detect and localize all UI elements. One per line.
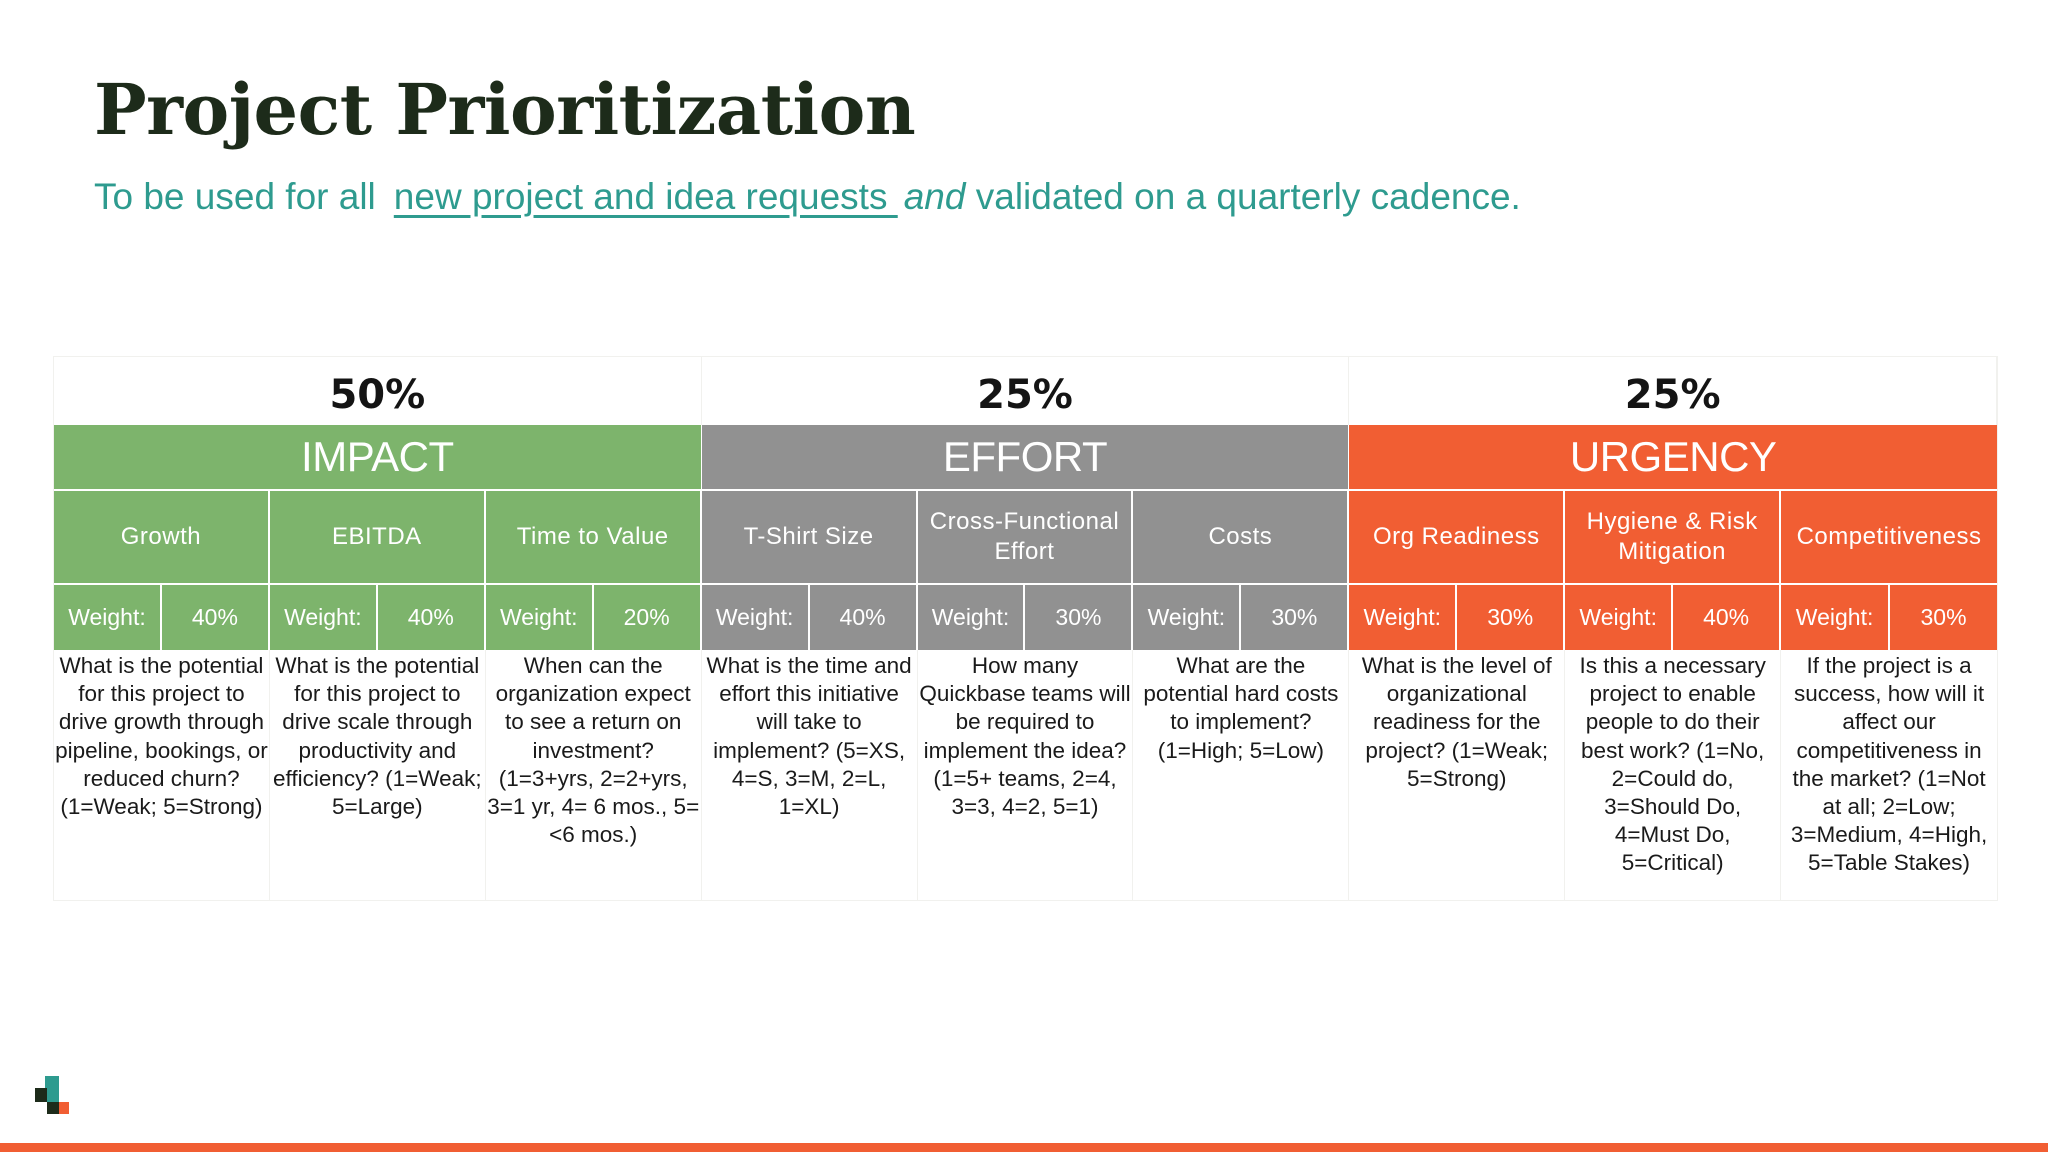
urgency-percent: 25% [1349,357,1997,425]
subtitle-prefix: To be used for all [94,176,376,217]
weight-value: 40% [407,604,454,630]
subtitle: To be used for all new project and idea r… [94,176,1521,218]
weight-value: 40% [191,604,238,630]
criterion-ebitda: EBITDA [269,489,486,583]
weight-label: Weight: [1133,585,1242,650]
weight-value: 30% [1271,604,1318,630]
effort-percent: 25% [702,357,1350,425]
weight-costs: Weight: 30% [1133,583,1350,650]
weight-ebitda: Weight: 40% [269,583,486,650]
weight-label: Weight: [486,585,594,650]
weight-value: 30% [1920,604,1967,630]
effort-header: EFFORT [701,425,1350,489]
criterion-org-readiness: Org Readiness [1349,489,1566,583]
description-ebitda: What is the potential for this project t… [270,650,486,900]
weight-competitiveness: Weight: 30% [1781,583,1997,650]
weight-label: Weight: [270,585,378,650]
weight-tshirt-size: Weight: 40% [701,583,918,650]
weight-growth: Weight: 40% [54,583,270,650]
weight-cross-functional-effort: Weight: 30% [917,583,1134,650]
criterion-cross-functional-effort: Cross-Functional Effort [917,489,1134,583]
weight-label: Weight: [918,585,1026,650]
weight-label: Weight: [702,585,810,650]
weight-value: 40% [1703,604,1750,630]
weight-value: 20% [623,604,670,630]
description-time-to-value: When can the organization expect to see … [486,650,702,900]
description-hygiene-risk: Is this a necessary project to enable pe… [1565,650,1782,900]
description-org-readiness: What is the level of organizational read… [1349,650,1566,900]
subtitle-emphasis: and [903,176,966,217]
weight-label: Weight: [54,585,162,650]
bottom-accent-bar [0,1143,2048,1152]
weight-label: Weight: [1781,585,1891,650]
subtitle-suffix: validated on a quarterly cadence. [965,176,1521,217]
criterion-growth: Growth [54,489,270,583]
criterion-tshirt-size: T-Shirt Size [701,489,918,583]
criterion-costs: Costs [1133,489,1350,583]
description-costs: What are the potential hard costs to imp… [1133,650,1350,900]
prioritization-table: 50% 25% 25% IMPACT EFFORT URGENCY Growth… [53,356,1998,901]
new-requests-link[interactable]: new project and idea requests [393,176,898,217]
description-competitiveness: If the project is a success, how will it… [1790,653,1988,876]
criterion-hygiene-risk: Hygiene & Risk Mitigation [1565,489,1782,583]
weight-value: 30% [1487,604,1534,630]
brand-logo-icon [35,1076,69,1114]
weight-value: 40% [839,604,886,630]
criterion-time-to-value: Time to Value [485,489,702,583]
weight-org-readiness: Weight: 30% [1349,583,1566,650]
weight-value: 30% [1055,604,1102,630]
weight-hygiene-risk: Weight: 40% [1565,583,1782,650]
description-cross-functional-effort: How many Quickbase teams will be require… [918,650,1134,900]
page-title: Project Prioritization [94,68,916,151]
urgency-header: URGENCY [1349,425,1997,489]
weight-label: Weight: [1565,585,1674,650]
weight-label: Weight: [1349,585,1458,650]
impact-percent: 50% [54,357,702,425]
criterion-competitiveness: Competitiveness [1781,489,1997,583]
impact-header: IMPACT [54,425,702,489]
description-growth: What is the potential for this project t… [54,650,270,900]
weight-time-to-value: Weight: 20% [485,583,702,650]
description-tshirt-size: What is the time and effort this initiat… [702,650,918,900]
